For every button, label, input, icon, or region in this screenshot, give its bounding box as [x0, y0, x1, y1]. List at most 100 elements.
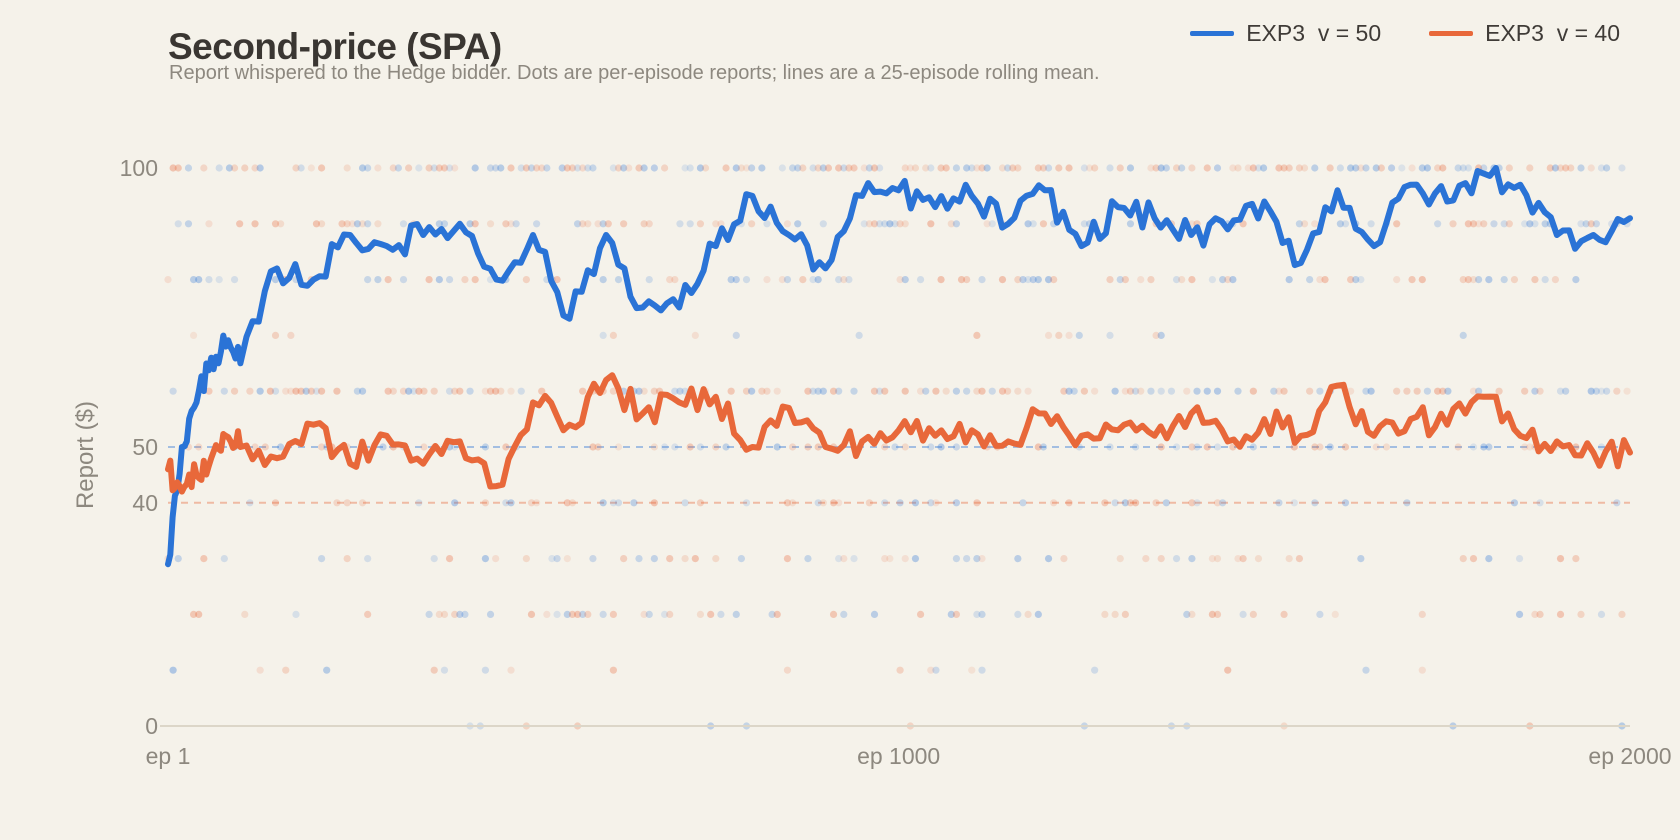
report-dot: [1275, 387, 1283, 395]
report-dot: [1556, 555, 1565, 563]
legend-item-v40: EXP3 v = 40: [1429, 20, 1620, 47]
report-dot: [1347, 164, 1355, 172]
report-dot: [870, 610, 879, 619]
report-dot: [835, 555, 843, 563]
report-dot: [461, 610, 469, 619]
report-dot: [701, 164, 710, 172]
report-dot: [1075, 331, 1083, 339]
report-dot: [241, 610, 249, 619]
report-dot: [1203, 164, 1211, 172]
report-dot: [809, 164, 817, 172]
report-dot: [440, 164, 449, 172]
report-dot: [932, 387, 940, 395]
report-dot: [686, 220, 694, 228]
report-dot: [1060, 387, 1068, 395]
report-dot: [1029, 276, 1037, 284]
report-dot: [579, 610, 587, 619]
report-dot: [169, 387, 177, 395]
report-dot: [1203, 443, 1211, 451]
report-dot: [645, 610, 653, 619]
report-dot: [819, 499, 827, 507]
report-dot: [1531, 387, 1539, 395]
report-dot: [1469, 220, 1478, 228]
report-dot: [1449, 220, 1457, 228]
report-dot: [456, 610, 464, 619]
report-dot: [1526, 443, 1534, 451]
report-dot: [829, 610, 838, 619]
report-dot: [998, 276, 1007, 284]
report-dot: [876, 220, 884, 228]
report-dot: [1408, 164, 1416, 172]
report-dot: [1336, 220, 1344, 228]
report-dot: [1044, 164, 1053, 172]
report-dot: [1004, 387, 1012, 395]
report-dot: [783, 220, 792, 228]
dot-row-70: [189, 331, 1467, 339]
report-dot: [527, 499, 536, 507]
report-dot: [650, 443, 658, 451]
report-dot: [584, 610, 592, 619]
report-dot: [1131, 499, 1140, 507]
report-dot: [481, 499, 490, 507]
report-dot: [492, 387, 500, 395]
report-dot: [1111, 387, 1119, 395]
report-dot: [497, 164, 505, 172]
report-dot: [778, 276, 786, 284]
report-dot: [1172, 276, 1181, 284]
report-dot: [1080, 387, 1089, 395]
report-dot: [1316, 387, 1324, 395]
report-dot: [1137, 387, 1145, 395]
report-dot: [492, 164, 500, 172]
report-dot: [850, 555, 858, 563]
report-dot: [246, 387, 254, 395]
y-tick-label-0: 0: [145, 713, 158, 739]
report-dot: [215, 276, 223, 284]
report-dot: [1434, 387, 1442, 395]
report-dot: [911, 555, 920, 563]
y-tick-label-100: 100: [120, 155, 158, 181]
report-dot: [256, 666, 264, 674]
dot-row-30: [164, 555, 1580, 563]
report-dot: [481, 555, 490, 563]
report-dot: [164, 276, 172, 284]
report-dot: [742, 164, 751, 172]
report-dot: [1362, 387, 1370, 395]
legend-label-v40: EXP3 v = 40: [1485, 20, 1620, 46]
report-dot: [1403, 387, 1411, 395]
report-dot: [1121, 276, 1129, 284]
report-dot: [717, 610, 725, 619]
report-dot: [1024, 276, 1032, 284]
axes: 0 40 50 100 ep 1 ep 1000 ep 2000: [120, 155, 1672, 769]
report-dot: [1172, 164, 1181, 172]
report-dot: [973, 555, 981, 563]
report-dot: [620, 555, 628, 563]
report-dot: [1469, 443, 1478, 451]
report-dot: [1188, 555, 1196, 563]
report-dot: [1208, 555, 1216, 563]
report-dot: [829, 499, 838, 507]
report-dot: [230, 164, 239, 172]
report-dot: [870, 220, 879, 228]
report-dot: [522, 555, 530, 563]
report-dot: [1469, 387, 1478, 395]
report-dot: [1357, 555, 1365, 563]
report-dot: [389, 387, 397, 395]
report-dot: [978, 610, 986, 619]
report-dot: [297, 164, 305, 172]
report-dot: [783, 555, 792, 563]
report-dot: [1556, 164, 1565, 172]
report-dot: [609, 666, 618, 674]
report-dot: [1306, 276, 1314, 284]
report-dot: [297, 387, 305, 395]
report-dot: [778, 164, 786, 172]
report-dot: [364, 164, 372, 172]
report-dot: [809, 387, 817, 395]
report-dot: [1183, 387, 1191, 395]
report-dot: [1495, 387, 1503, 395]
report-dot: [773, 610, 781, 619]
report-dot: [1515, 555, 1524, 563]
report-dot: [1475, 387, 1483, 395]
report-dot: [486, 220, 495, 228]
report-dot: [742, 499, 751, 507]
